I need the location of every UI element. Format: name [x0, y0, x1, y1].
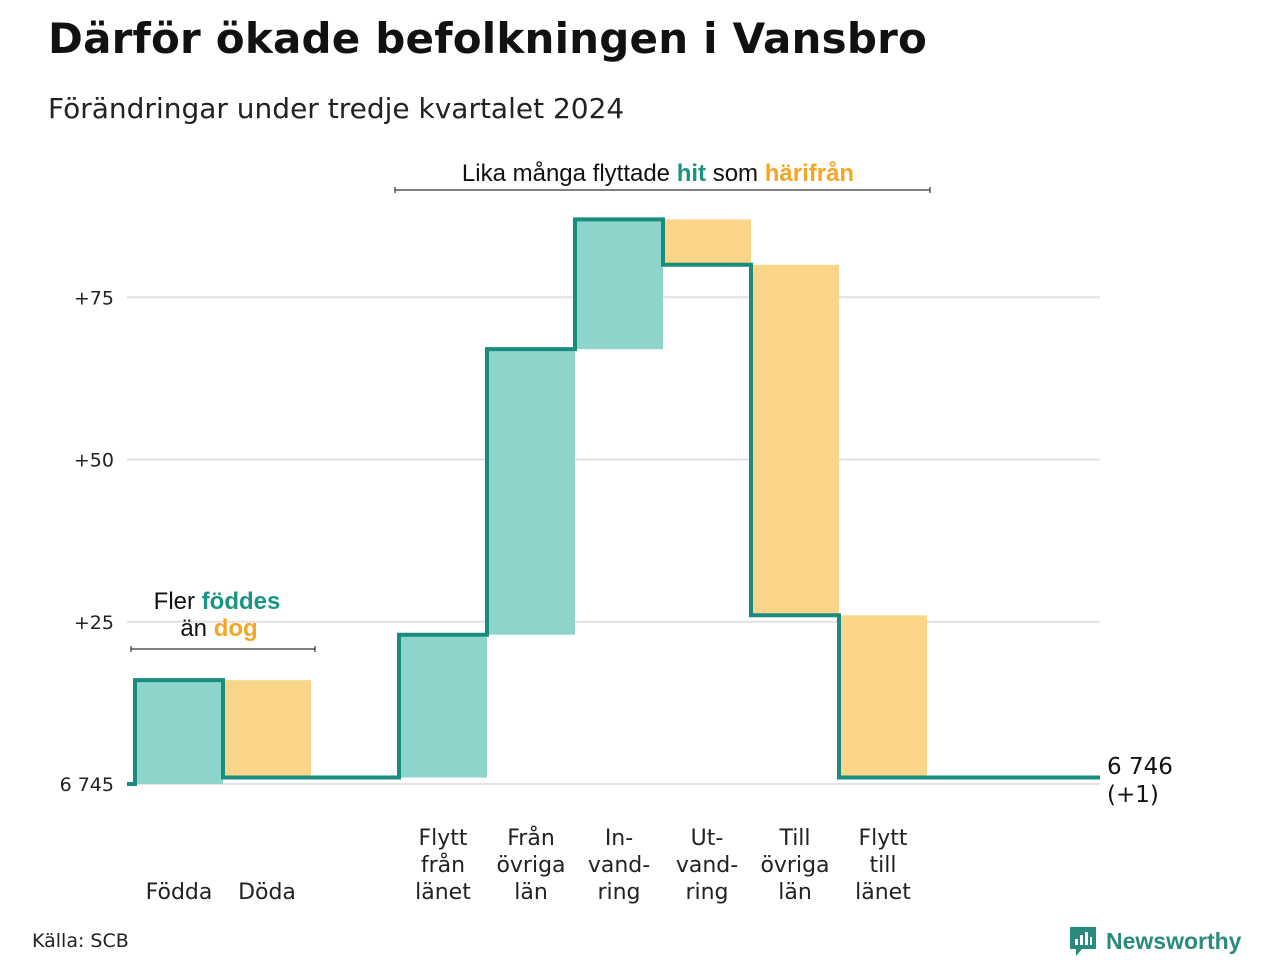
- migration-annotation: Lika många flyttade hit som härifrån: [394, 160, 931, 193]
- category-label: ring: [685, 880, 728, 905]
- category-label: övriga: [760, 853, 829, 878]
- y-tick-label: 6 745: [60, 774, 114, 796]
- category-label: länet: [415, 880, 471, 905]
- category-label: län: [778, 880, 812, 905]
- category-label: övriga: [496, 853, 565, 878]
- category-label: Till: [778, 826, 810, 851]
- category-label: län: [514, 880, 548, 905]
- category-label: In-: [605, 826, 633, 851]
- waterfall-bar: [663, 219, 751, 265]
- category-label: Födda: [146, 880, 213, 905]
- category-label: Från: [507, 825, 555, 851]
- category-label: Ut-: [691, 826, 724, 851]
- category-label: Döda: [238, 880, 296, 905]
- source-note: Källa: SCB: [32, 930, 129, 952]
- category-label: vand-: [588, 853, 650, 878]
- chart-title: Därför ökade befolkningen i Vansbro: [48, 14, 928, 63]
- category-label: vand-: [676, 853, 738, 878]
- category-label: från: [421, 852, 465, 878]
- waterfall-bar: [575, 219, 663, 350]
- waterfall-bar: [751, 264, 839, 616]
- end-change-label: (+1): [1107, 782, 1159, 808]
- y-tick-label: +50: [74, 450, 114, 472]
- births-annotation-bracket: [130, 646, 316, 652]
- migration-annotation-bracket: [394, 187, 931, 193]
- waterfall-bar: [223, 680, 311, 778]
- end-value-label: 6 746: [1107, 754, 1173, 780]
- chart-subtitle: Förändringar under tredje kvartalet 2024: [48, 92, 625, 125]
- brand-logo: Newsworthy: [1068, 925, 1241, 957]
- cumulative-step-line: [127, 217, 1100, 786]
- category-label: länet: [855, 880, 911, 905]
- y-tick-label: +75: [74, 287, 114, 309]
- births-annotation-line1: Fler föddes: [154, 588, 281, 615]
- migration-annotation-text: Lika många flyttade hit som härifrån: [462, 160, 854, 187]
- category-label: till: [870, 853, 897, 878]
- births-annotation: Fler föddes än dog: [130, 588, 316, 652]
- y-tick-label: +25: [74, 612, 114, 634]
- waterfall-bar: [839, 615, 927, 778]
- waterfall-bar: [135, 680, 223, 784]
- births-annotation-line2: än dog: [180, 615, 257, 642]
- category-label: Flytt: [858, 826, 907, 851]
- bar-chart-speech-bubble-icon: [1070, 927, 1096, 956]
- category-label: ring: [597, 880, 640, 905]
- waterfall-bar: [399, 634, 487, 778]
- brand-name: Newsworthy: [1106, 927, 1242, 954]
- waterfall-bar: [487, 349, 575, 635]
- category-label: Flytt: [418, 826, 467, 851]
